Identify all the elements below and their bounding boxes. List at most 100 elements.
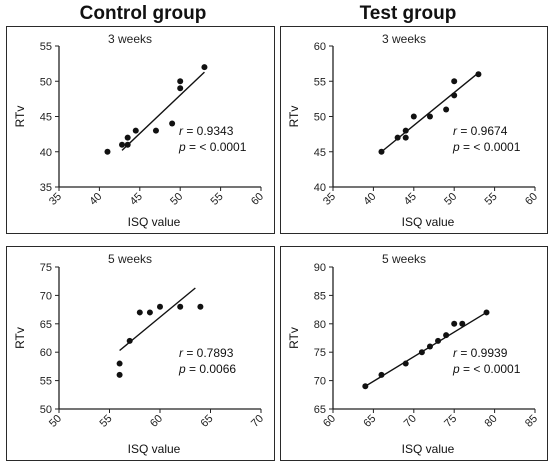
x-tick-label: 60 (523, 191, 540, 208)
x-tick-label: 45 (402, 191, 419, 208)
y-tick-label: 50 (314, 112, 326, 124)
x-tick-label: 45 (128, 191, 145, 208)
data-point (119, 141, 126, 148)
y-tick-label: 85 (314, 290, 326, 302)
y-tick-label: 50 (40, 76, 52, 88)
y-tick-label: 55 (314, 76, 326, 88)
data-point (435, 337, 442, 344)
data-point (418, 349, 425, 356)
data-point (475, 71, 482, 78)
y-tick-label: 55 (40, 41, 52, 53)
y-tick-label: 50 (40, 404, 52, 416)
data-point (451, 78, 458, 85)
x-tick-label: 55 (483, 191, 500, 208)
chart-title: 5 weeks (108, 252, 152, 266)
data-point (136, 309, 143, 316)
y-tick-label: 75 (40, 262, 52, 274)
data-point (169, 120, 176, 127)
data-point (116, 371, 123, 378)
data-point (394, 134, 401, 141)
y-tick-label: 35 (40, 182, 52, 194)
chart-panel-test-5-weeks: 5 weeks 65 70 75 80 85 90 60 65 70 75 80 85 ISQ value… (280, 246, 548, 461)
data-point (443, 106, 450, 113)
chart-title: 3 weeks (382, 32, 426, 46)
x-axis-label: ISQ value (128, 442, 181, 456)
data-point (177, 85, 184, 92)
data-point (177, 303, 184, 310)
test-group-title: Test group (359, 3, 457, 24)
regression-line (364, 311, 487, 387)
data-point (402, 127, 409, 134)
data-point (443, 332, 450, 339)
control-group-title: Control group (79, 3, 207, 24)
x-tick-label: 65 (198, 413, 215, 430)
data-point (146, 309, 153, 316)
r-value-annotation: r = 0.9674 (453, 124, 508, 138)
x-tick-label: 80 (483, 413, 500, 430)
data-point (378, 148, 385, 155)
data-point (402, 360, 409, 367)
y-tick-label: 40 (314, 182, 326, 194)
data-point (132, 127, 139, 134)
y-tick-label: 40 (40, 147, 52, 159)
y-axis-label: RTv (287, 106, 301, 128)
data-point (451, 92, 458, 99)
r-value-annotation: r = 0.9343 (179, 124, 234, 138)
y-tick-label: 70 (314, 376, 326, 388)
x-tick-label: 70 (402, 413, 419, 430)
x-axis-label: ISQ value (402, 442, 455, 456)
x-tick-label: 40 (361, 191, 378, 208)
y-tick-label: 75 (314, 347, 326, 359)
y-axis-label: RTv (287, 327, 301, 349)
x-tick-label: 50 (442, 191, 459, 208)
x-tick-label: 60 (249, 191, 266, 208)
data-point (157, 303, 163, 310)
data-point (152, 127, 159, 134)
x-tick-label: 50 (168, 191, 185, 208)
y-tick-label: 65 (40, 319, 52, 331)
r-value-annotation: r = 0.7893 (179, 346, 234, 360)
data-point (451, 320, 458, 327)
chart-panel-control-3-weeks: 3 weeks 35 40 45 50 55 35 40 45 50 55 60 ISQ value RT… (6, 26, 275, 234)
chart-panel-control-5-weeks: 5 weeks 50 55 60 65 70 75 50 55 60 65 70 ISQ value RT… (6, 246, 275, 461)
data-point (426, 113, 433, 120)
y-axis-label: RTv (13, 106, 27, 128)
y-tick-label: 70 (40, 290, 52, 302)
x-tick-label: 70 (249, 413, 266, 430)
data-point (116, 360, 123, 367)
y-tick-label: 90 (314, 262, 326, 274)
data-point (177, 78, 184, 85)
y-tick-label: 80 (314, 319, 326, 331)
y-tick-label: 45 (314, 147, 326, 159)
data-point (104, 148, 111, 155)
data-point (126, 337, 133, 344)
data-point (124, 141, 131, 148)
x-tick-label: 55 (97, 413, 114, 430)
y-tick-label: 60 (40, 347, 52, 359)
data-point (124, 134, 131, 141)
data-point (410, 113, 417, 120)
data-point (201, 64, 208, 71)
x-tick-label: 55 (209, 191, 226, 208)
data-point (378, 371, 385, 378)
chart-panel-test-3-weeks: 3 weeks 40 45 50 55 60 35 40 45 50 55 60 ISQ value RT… (280, 26, 548, 234)
x-tick-label: 40 (87, 191, 104, 208)
x-tick-label: 65 (361, 413, 378, 430)
y-tick-label: 45 (40, 112, 52, 124)
r-value-annotation: r = 0.9939 (453, 346, 508, 360)
data-point (362, 383, 369, 390)
p-value-annotation: p = < 0.0001 (452, 140, 521, 154)
y-axis-label: RTv (13, 327, 27, 349)
chart-title: 3 weeks (108, 32, 152, 46)
x-tick-label: 85 (523, 413, 540, 430)
chart-title: 5 weeks (382, 252, 426, 266)
data-point (402, 134, 409, 141)
data-point (197, 303, 204, 310)
x-axis-label: ISQ value (128, 215, 181, 229)
y-tick-label: 60 (314, 41, 326, 53)
x-tick-label: 60 (148, 413, 165, 430)
